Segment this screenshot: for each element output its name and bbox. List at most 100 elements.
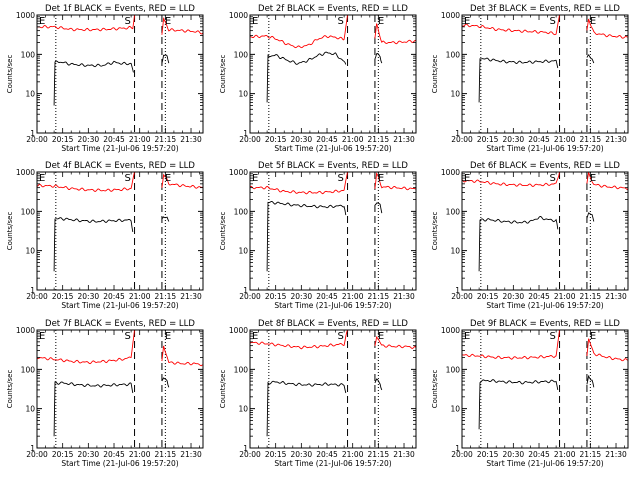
marker-end-label: E bbox=[590, 16, 596, 27]
lld-series-line bbox=[249, 14, 348, 49]
lld-series-line bbox=[36, 14, 135, 32]
y-axis-label: Counts/sec bbox=[431, 55, 439, 94]
y-tick-label: 100 bbox=[21, 365, 36, 374]
marker-left-label: E bbox=[252, 16, 258, 27]
lld-series-line bbox=[161, 345, 204, 367]
x-tick-label: 21:15 bbox=[580, 135, 602, 144]
y-tick-label: 1 bbox=[243, 129, 248, 138]
marker-start-label: S bbox=[338, 331, 344, 342]
events-series-line bbox=[586, 212, 595, 222]
y-axis-label: Counts/sec bbox=[431, 370, 439, 409]
marker-start-label: S bbox=[550, 173, 556, 184]
events-series-line bbox=[266, 51, 347, 103]
y-axis-label: Counts/sec bbox=[6, 55, 14, 94]
lld-series-line bbox=[461, 171, 560, 187]
events-series-line bbox=[374, 378, 383, 391]
y-tick-label: 1000 bbox=[229, 11, 248, 20]
y-tick-label: 100 bbox=[21, 207, 36, 216]
panel-title: Det 8f BLACK = Events, RED = LLD bbox=[258, 319, 408, 329]
x-tick-label: 20:00 bbox=[239, 450, 261, 459]
lld-series-line bbox=[161, 173, 204, 189]
plot-frame bbox=[36, 14, 204, 134]
panel-title: Det 7f BLACK = Events, RED = LLD bbox=[45, 319, 195, 329]
events-series-line bbox=[374, 202, 383, 214]
x-tick-label: 20:30 bbox=[78, 292, 100, 301]
plot-frame bbox=[36, 329, 204, 449]
plot-frame bbox=[249, 329, 417, 449]
x-tick-label: 21:15 bbox=[368, 450, 390, 459]
y-tick-label: 10 bbox=[450, 247, 460, 256]
x-tick-label: 20:45 bbox=[316, 135, 338, 144]
events-series-line bbox=[478, 216, 559, 272]
x-axis-label: Start Time (21-Jul-06 19:57:20) bbox=[274, 459, 391, 468]
y-tick-label: 1 bbox=[30, 286, 35, 295]
x-tick-label: 21:15 bbox=[155, 450, 177, 459]
marker-end-label: E bbox=[165, 16, 171, 27]
x-tick-label: 21:30 bbox=[393, 450, 415, 459]
lld-series-line bbox=[374, 172, 417, 191]
y-tick-label: 100 bbox=[446, 50, 461, 59]
x-tick-label: 20:15 bbox=[52, 292, 74, 301]
x-tick-label: 20:15 bbox=[52, 450, 74, 459]
lld-series-line bbox=[586, 18, 629, 39]
x-tick-label: 20:45 bbox=[528, 450, 550, 459]
lld-series-line bbox=[461, 329, 560, 360]
panel-title: Det 3f BLACK = Events, RED = LLD bbox=[470, 4, 620, 14]
x-tick-label: 20:45 bbox=[103, 292, 125, 301]
x-tick-label: 21:00 bbox=[554, 450, 576, 459]
y-tick-label: 1 bbox=[243, 286, 248, 295]
plot-frame bbox=[461, 171, 629, 291]
x-tick-label: 20:15 bbox=[477, 450, 499, 459]
lld-series-line bbox=[249, 329, 348, 350]
events-series-line bbox=[266, 380, 347, 437]
y-tick-label: 1000 bbox=[16, 11, 35, 20]
events-series-line bbox=[266, 201, 347, 272]
x-axis-label: Start Time (21-Jul-06 19:57:20) bbox=[61, 144, 178, 153]
x-tick-label: 20:00 bbox=[239, 292, 261, 301]
x-tick-label: 21:30 bbox=[180, 292, 202, 301]
plot-frame bbox=[461, 14, 629, 134]
x-tick-label: 20:45 bbox=[316, 450, 338, 459]
y-tick-label: 1 bbox=[243, 444, 248, 453]
marker-end-label: E bbox=[165, 173, 171, 184]
lld-series-line bbox=[36, 171, 135, 193]
marker-left-label: E bbox=[464, 331, 470, 342]
panel-title: Det 6f BLACK = Events, RED = LLD bbox=[470, 161, 620, 171]
y-axis-label: Counts/sec bbox=[6, 370, 14, 409]
marker-start-label: S bbox=[338, 16, 344, 27]
y-tick-label: 1000 bbox=[16, 168, 35, 177]
x-tick-label: 20:00 bbox=[239, 135, 261, 144]
x-tick-label: 21:30 bbox=[393, 135, 415, 144]
plot-frame bbox=[36, 171, 204, 291]
x-tick-label: 21:30 bbox=[605, 135, 627, 144]
x-tick-label: 21:00 bbox=[129, 292, 151, 301]
y-tick-label: 10 bbox=[238, 90, 248, 99]
events-series-line bbox=[161, 216, 170, 222]
lld-series-line bbox=[374, 335, 417, 349]
x-tick-label: 20:30 bbox=[503, 135, 525, 144]
x-tick-label: 20:30 bbox=[78, 450, 100, 459]
x-tick-label: 21:15 bbox=[368, 292, 390, 301]
y-tick-label: 100 bbox=[21, 50, 36, 59]
x-tick-label: 21:15 bbox=[155, 292, 177, 301]
x-tick-label: 21:15 bbox=[580, 292, 602, 301]
x-tick-label: 20:45 bbox=[316, 292, 338, 301]
marker-end-label: E bbox=[165, 331, 171, 342]
x-tick-label: 20:30 bbox=[503, 450, 525, 459]
events-series-line bbox=[478, 379, 559, 430]
panel-title: Det 4f BLACK = Events, RED = LLD bbox=[45, 161, 195, 171]
y-tick-label: 1 bbox=[455, 444, 460, 453]
marker-left-label: E bbox=[39, 173, 45, 184]
y-tick-label: 10 bbox=[25, 405, 35, 414]
y-tick-label: 1000 bbox=[229, 168, 248, 177]
x-tick-label: 20:30 bbox=[78, 135, 100, 144]
plot-frame bbox=[461, 329, 629, 449]
marker-left-label: E bbox=[464, 16, 470, 27]
y-tick-label: 1 bbox=[30, 129, 35, 138]
events-series-line bbox=[161, 54, 170, 64]
events-series-line bbox=[161, 377, 170, 388]
